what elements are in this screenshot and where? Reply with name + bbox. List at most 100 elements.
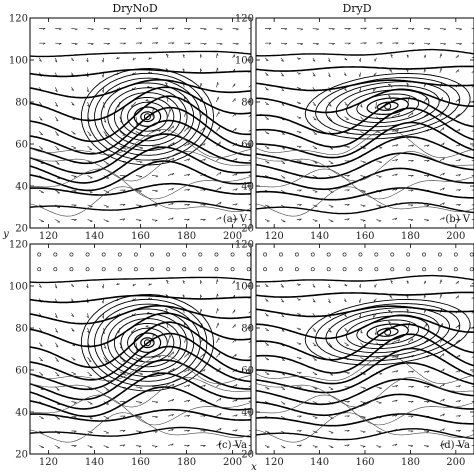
vortex-contour [94, 303, 201, 382]
vortex-contour [335, 311, 440, 354]
vector-arrowhead [458, 385, 461, 388]
vector-arrowhead [347, 203, 350, 206]
vector-arrow [38, 342, 43, 347]
vector-calm-circle [230, 267, 235, 272]
vector-arrow [151, 445, 158, 447]
height-contour [30, 305, 251, 325]
height-contour [30, 359, 251, 401]
vector-calm-circle [453, 252, 458, 257]
vector-arrowhead [55, 330, 58, 333]
vector-arrowhead [55, 119, 59, 122]
vector-arrow [232, 399, 238, 402]
vector-arrowhead [299, 444, 302, 447]
vector-arrow [87, 219, 93, 222]
vector-calm-circle [263, 267, 268, 272]
vector-arrowhead [442, 353, 445, 356]
vector-arrow [103, 430, 109, 434]
vector-arrowhead [138, 445, 142, 448]
vector-arrowhead [219, 141, 221, 145]
vector-arrowhead [284, 28, 288, 31]
vector-arrow [392, 144, 399, 147]
vector-arrowhead [42, 42, 46, 45]
vector-calm-circle [342, 267, 347, 272]
vector-arrow [248, 445, 251, 446]
vector-arrow [344, 101, 348, 106]
vector-arrow [55, 445, 61, 449]
vector-calm-circle [342, 252, 347, 257]
vector-arrowhead [358, 74, 361, 77]
vector-arrowhead [378, 431, 382, 434]
vector-arrowhead [166, 279, 169, 282]
vector-arrowhead [411, 42, 415, 45]
vector-arrowhead [344, 315, 347, 318]
vector-arrowhead [155, 175, 159, 178]
vector-arrow [184, 384, 190, 388]
vector-arrow [328, 386, 334, 390]
vector-arrow [55, 357, 59, 362]
vector-arrow [455, 189, 461, 191]
vector-arrowhead [312, 74, 316, 77]
vector-calm-circle [182, 252, 187, 257]
vector-arrowhead [71, 285, 74, 287]
vector-arrow [312, 415, 318, 419]
vector-calm-circle [69, 267, 74, 272]
vortex-contour [80, 293, 215, 392]
vector-arrow [312, 116, 317, 121]
height-contour [256, 333, 474, 374]
height-contour [256, 97, 474, 135]
vector-arrowhead [426, 445, 430, 448]
vector-arrowhead [378, 446, 382, 448]
vector-arrowhead [458, 159, 461, 162]
plot-area [256, 27, 474, 223]
vortex-contour [376, 101, 399, 111]
vector-arrowhead [203, 430, 206, 433]
vector-arrowhead [442, 443, 445, 446]
vector-calm-circle [469, 267, 474, 272]
vector-arrowhead [171, 413, 174, 417]
vector-arrowhead [328, 286, 331, 289]
vector-arrowhead [101, 285, 104, 289]
vector-arrow [71, 415, 77, 418]
vector-arrowhead [457, 281, 459, 284]
vector-arrowhead [281, 286, 284, 288]
vector-arrowhead [219, 201, 222, 205]
y-tick-label: 80 [15, 324, 28, 335]
vector-arrow [423, 323, 427, 329]
x-tick-label: 160 [131, 231, 150, 242]
aux-contour [30, 151, 251, 182]
vector-arrowhead [426, 219, 430, 222]
vector-arrow [103, 189, 109, 193]
vector-arrowhead [424, 294, 426, 298]
vector-arrow [71, 145, 77, 149]
vector-calm-circle [166, 267, 171, 272]
vector-arrowhead [219, 413, 222, 416]
vector-arrowhead [54, 286, 58, 289]
vector-arrowhead [155, 42, 159, 45]
vector-arrowhead [251, 445, 253, 446]
vector-arrow [406, 82, 409, 88]
vector-arrow [392, 158, 398, 162]
vector-arrowhead [172, 383, 175, 387]
vector-arrowhead [88, 360, 92, 363]
vector-arrow [135, 401, 142, 403]
vector-arrowhead [158, 129, 162, 132]
vector-arrow [39, 445, 44, 448]
vector-arrowhead [313, 330, 317, 332]
vector-arrowhead [71, 315, 74, 317]
x-tick-label: 180 [401, 231, 420, 242]
vortex-contour [356, 319, 420, 345]
vector-arrow [408, 385, 414, 388]
vector-arrowhead [203, 43, 207, 45]
vector-arrowhead [458, 400, 461, 403]
vector-arrow [248, 55, 251, 59]
vector-arrowhead [172, 351, 175, 355]
vector-arrow [248, 99, 251, 103]
vector-arrow [216, 126, 221, 132]
vector-arrowhead [154, 220, 158, 222]
vector-arrow [103, 204, 109, 208]
vector-arrow [264, 145, 270, 149]
vector-arrowhead [87, 330, 90, 334]
vector-arrowhead [71, 89, 74, 91]
vector-arrowhead [426, 430, 430, 433]
